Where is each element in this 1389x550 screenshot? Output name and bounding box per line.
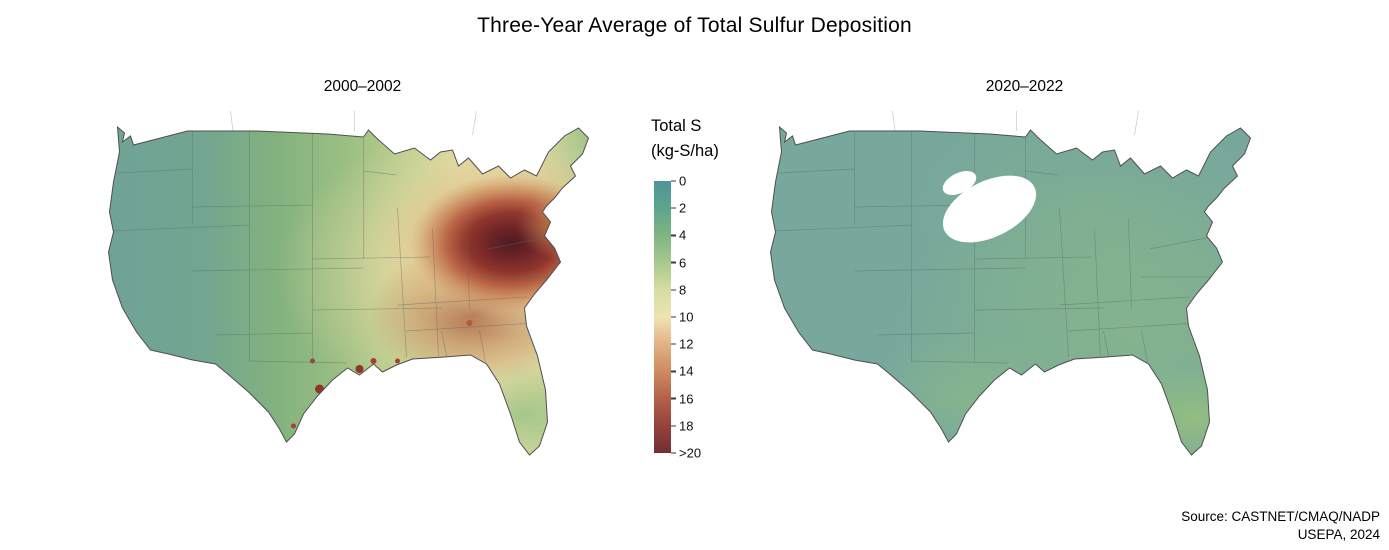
legend-tick-label: 6	[679, 255, 687, 271]
figure-title: Three-Year Average of Total Sulfur Depos…	[477, 14, 912, 37]
source-attribution: Source: CASTNET/CMAQ/NADP USEPA, 2024	[1181, 508, 1380, 544]
south-texas-overlay	[770, 127, 1251, 455]
legend-tick-mark	[671, 425, 676, 427]
no-data-patch	[942, 171, 1037, 243]
state-boundaries	[773, 128, 1212, 364]
legend-tick-mark	[671, 452, 676, 454]
gulf-coast-spot	[1074, 395, 1081, 401]
legend-tick-mark	[671, 234, 676, 237]
legend-tick-label: 0	[679, 173, 687, 189]
florida-overlay	[108, 127, 589, 455]
legend-tick-mark	[671, 261, 676, 264]
legend-tick-mark	[671, 370, 676, 373]
legend-tick-label: 18	[679, 418, 694, 434]
legend-tick-label: 14	[679, 363, 694, 379]
legend-tick-label: >20	[679, 445, 702, 461]
us-map-2000-2002	[108, 111, 589, 456]
legend-tick-mark	[671, 180, 676, 182]
legend-tick-label: 16	[679, 391, 694, 407]
source-line2: USEPA, 2024	[1297, 526, 1380, 542]
state-boundaries	[111, 128, 550, 364]
map-period-label-2000-2002: 2000–2002	[323, 78, 402, 95]
legend-title: Total S (kg-S/ha)	[651, 114, 719, 164]
legend-tick-mark	[671, 343, 676, 345]
legend-tick-label: 2	[679, 200, 687, 216]
legend-tick-mark	[671, 289, 676, 291]
legend-tick-label: 8	[679, 282, 687, 298]
legend-ticks: 0 2 4 6 8 10 12 14 16 18 >20	[671, 174, 717, 461]
legend-tick-mark	[671, 316, 676, 318]
legend-title-line2: (kg-S/ha)	[651, 141, 719, 160]
legend-tick-label: 10	[679, 309, 694, 325]
legend-title-line1: Total S	[651, 117, 702, 135]
source-line1: Source: CASTNET/CMAQ/NADP	[1181, 508, 1380, 524]
legend-colorbar	[654, 181, 671, 453]
legend-tick-label: 4	[679, 227, 687, 243]
us-map-2020-2022	[770, 111, 1251, 456]
legend-tick-mark	[671, 397, 676, 400]
map-period-label-2020-2022: 2020–2022	[985, 78, 1064, 95]
legend-tick-mark	[671, 207, 676, 209]
legend-tick-label: 12	[679, 336, 694, 352]
